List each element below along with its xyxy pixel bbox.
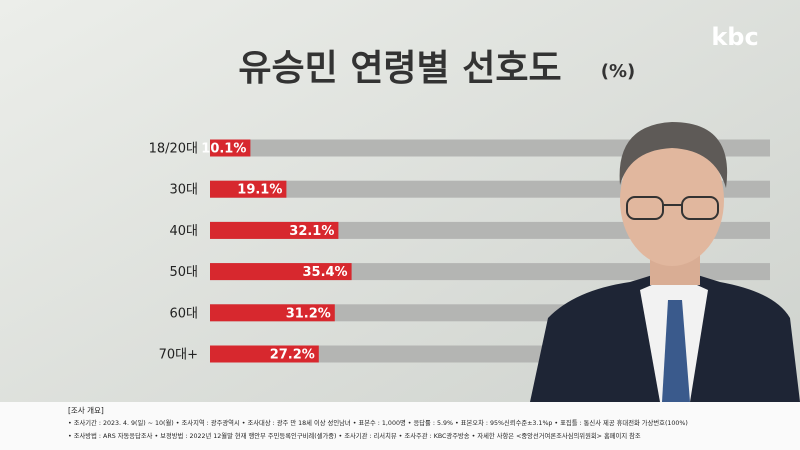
value-label: 27.2% — [270, 348, 315, 363]
value-label: 32.1% — [289, 224, 334, 239]
bar — [210, 180, 287, 198]
notes-line: • 조사방법 : ARS 자동응답조사 • 보정방법 : 2022년 12월말 … — [68, 431, 641, 440]
portrait — [530, 122, 800, 402]
category-label: 40대 — [169, 224, 198, 239]
category-label: 60대 — [169, 306, 198, 321]
bar — [210, 345, 319, 363]
bar — [210, 221, 339, 239]
logo: kbc — [711, 23, 758, 51]
bar — [210, 304, 335, 322]
category-label: 18/20대 — [149, 142, 198, 157]
value-label: 31.2% — [286, 306, 331, 321]
value-label: 19.1% — [237, 183, 282, 198]
category-label: 70대+ — [159, 348, 198, 363]
notes-heading: [조사 개요] — [68, 405, 104, 415]
notes-panel — [0, 402, 800, 450]
category-label: 50대 — [169, 265, 198, 280]
category-label: 30대 — [169, 183, 198, 198]
notes-line: • 조사기간 : 2023. 4. 9(일) ~ 10(월) • 조사지역 : … — [68, 418, 688, 427]
unit-label: (%) — [601, 61, 636, 82]
bar — [210, 263, 352, 281]
bar — [210, 139, 251, 157]
value-label: 35.4% — [302, 265, 347, 280]
chart-title: 유승민 연령별 선호도 — [238, 48, 561, 89]
value-label: 10.1% — [201, 142, 246, 157]
